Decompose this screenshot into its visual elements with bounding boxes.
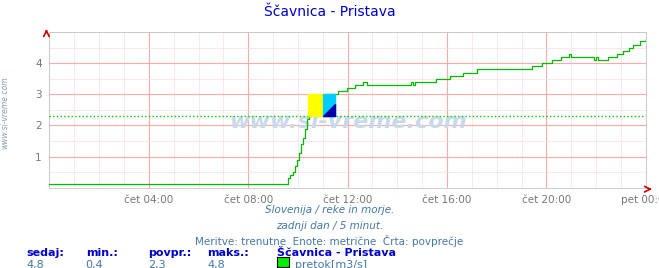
Text: Slovenija / reke in morje.: Slovenija / reke in morje.	[265, 205, 394, 215]
Text: Ščavnica - Pristava: Ščavnica - Pristava	[277, 248, 396, 258]
Polygon shape	[322, 104, 335, 116]
Text: sedaj:: sedaj:	[26, 248, 64, 258]
Text: 4,8: 4,8	[26, 260, 44, 268]
Text: 2,3: 2,3	[148, 260, 166, 268]
Text: povpr.:: povpr.:	[148, 248, 192, 258]
Bar	[322, 94, 335, 116]
Text: www.si-vreme.com: www.si-vreme.com	[229, 112, 467, 132]
Text: pretok[m3/s]: pretok[m3/s]	[295, 260, 367, 268]
Text: Ščavnica - Pristava: Ščavnica - Pristava	[264, 5, 395, 19]
Text: www.si-vreme.com: www.si-vreme.com	[1, 76, 10, 149]
Bar	[308, 94, 322, 116]
Text: 0,4: 0,4	[86, 260, 103, 268]
Text: zadnji dan / 5 minut.: zadnji dan / 5 minut.	[276, 221, 383, 231]
Text: Meritve: trenutne  Enote: metrične  Črta: povprečje: Meritve: trenutne Enote: metrične Črta: …	[195, 235, 464, 247]
Text: 4,8: 4,8	[208, 260, 225, 268]
Text: min.:: min.:	[86, 248, 117, 258]
Text: maks.:: maks.:	[208, 248, 249, 258]
